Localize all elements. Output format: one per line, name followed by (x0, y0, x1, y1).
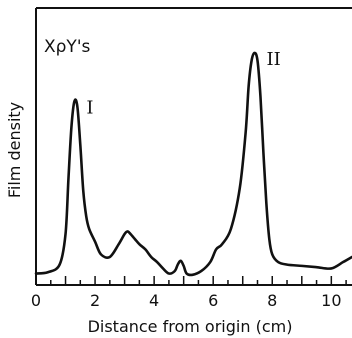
x-tick-label: 8 (267, 291, 277, 310)
x-tick-label: 10 (321, 291, 341, 310)
x-tick-label: 6 (208, 291, 218, 310)
x-tick-label: 4 (149, 291, 159, 310)
x-ticks (35, 276, 347, 285)
x-tick-label: 0 (31, 291, 41, 310)
x-axis-title: Distance from origin (cm) (88, 317, 293, 336)
film-density-curve (34, 51, 352, 277)
peak-label: I (86, 97, 93, 118)
x-tick-labels: 0 2 4 6 8 10 (31, 291, 342, 310)
peak-label: II (267, 49, 281, 70)
chart-annotation: XρY's (44, 37, 90, 57)
x-tick-label: 2 (90, 291, 100, 310)
y-axis-title: Film density (5, 102, 24, 198)
plot-frame (35, 7, 352, 286)
peak-labels: III (86, 49, 280, 118)
